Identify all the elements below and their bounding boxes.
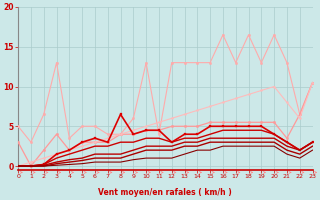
X-axis label: Vent moyen/en rafales ( km/h ): Vent moyen/en rafales ( km/h ) (99, 188, 232, 197)
